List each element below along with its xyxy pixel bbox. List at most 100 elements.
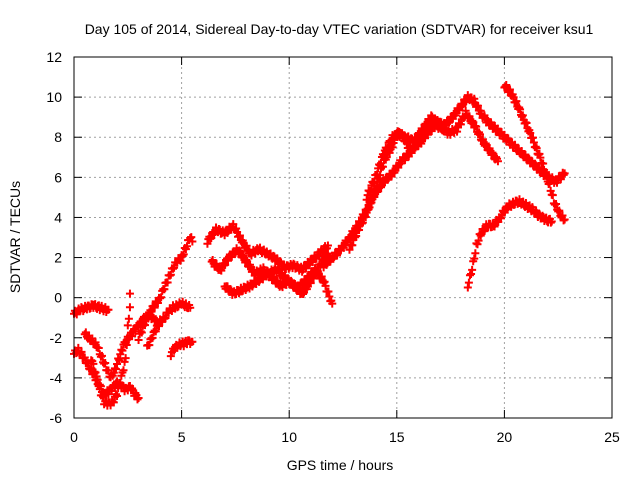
data-point [188,237,197,246]
data-point [545,179,554,188]
chart-title: Day 105 of 2014, Sidereal Day-to-day VTE… [85,21,594,37]
data-point [128,332,137,341]
data-point [547,217,556,226]
series-sat-g [166,336,197,361]
series-sat-l [345,106,502,254]
data-point [188,337,197,346]
data-point [125,289,134,298]
data-point [166,352,175,361]
axis-ticks [73,56,613,419]
y-tick-label: 10 [46,89,62,105]
series-sat-c [80,309,162,382]
data-point [145,341,154,350]
series-sat-a [70,300,113,319]
data-point [136,327,145,336]
data-point [91,368,100,377]
data-point [160,285,169,294]
data-point [156,294,165,303]
x-tick-label: 20 [497,429,513,445]
data-point [468,265,477,274]
data-point [187,233,196,242]
data-point [471,249,480,258]
data-point [323,241,332,250]
y-tick-label: 6 [54,169,62,185]
data-point [464,278,473,287]
data-point [121,339,130,348]
x-tick-label: 10 [281,429,297,445]
series-sat-e [134,233,197,345]
data-point [166,270,175,279]
series-sat-m [362,119,449,204]
data-point [493,157,502,166]
data-point [97,391,106,400]
series-sat-k [319,91,569,272]
data-point [74,343,83,352]
data-point [176,256,185,265]
data-point [150,303,159,312]
data-point [474,236,483,245]
data-point [552,200,561,209]
data-point [134,393,143,402]
y-tick-label: -6 [50,410,63,426]
data-point [92,372,101,381]
data-point [113,392,122,401]
data-point [119,366,128,375]
data-point [168,264,177,273]
data-point [467,270,476,279]
data-point [560,215,569,224]
data-point [118,346,127,355]
data-point [125,303,134,312]
y-tick-label: -4 [50,370,63,386]
y-tick-label: 8 [54,129,62,145]
data-point [134,336,143,345]
x-tick-label: 0 [70,429,78,445]
data-point [120,357,129,366]
y-tick-label: 2 [54,250,62,266]
data-point [470,254,479,263]
data-point [94,344,103,353]
data-point [91,338,100,347]
data-point [151,327,160,336]
data-point [170,263,179,272]
data-point [153,299,162,308]
data-point [186,303,195,312]
data-point [182,242,191,251]
data-point [95,385,104,394]
y-tick-label: 12 [46,49,62,65]
data-point [122,340,131,349]
y-tick-label: 0 [54,290,62,306]
data-point [163,278,172,287]
data-point [463,283,472,292]
x-tick-label: 5 [178,429,186,445]
data-point [137,328,146,337]
data-point [328,299,337,308]
data-point [179,250,188,259]
series-sat-d [87,289,134,410]
data-point [104,305,113,314]
data-point [115,356,124,365]
series-sat-n [463,195,556,292]
data-point [155,322,164,331]
y-tick-label: -2 [50,330,63,346]
data-point [548,191,557,200]
tick-labels: 0 5 10 15 20 25 -6 -4 -2 0 2 4 6 8 10 12 [46,49,620,445]
data-point [148,333,157,342]
data-point [89,359,98,368]
data-point [77,347,86,356]
data-marks [70,80,569,410]
data-point [124,314,133,323]
data-point [116,380,125,389]
y-axis-label: SDTVAR / TECUs [7,181,23,293]
x-tick-label: 25 [604,429,620,445]
data-point [555,206,564,215]
data-point [546,186,555,195]
series-sat-h [203,220,332,276]
series-sat-f [143,297,195,350]
data-point [86,365,95,374]
data-point [560,169,569,178]
data-point [133,395,142,404]
data-point [465,271,474,280]
data-point [147,307,156,316]
x-tick-label: 15 [389,429,405,445]
